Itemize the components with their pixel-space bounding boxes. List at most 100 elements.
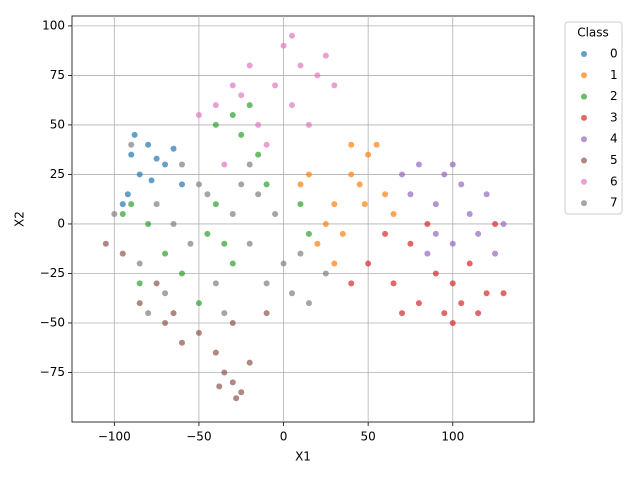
point (246, 102, 253, 109)
point (348, 141, 355, 148)
point (162, 161, 169, 168)
point (407, 240, 414, 247)
point (331, 201, 338, 208)
point (432, 270, 439, 277)
legend-marker (581, 51, 587, 57)
point (415, 300, 422, 307)
point (314, 72, 321, 79)
x-tick-label: −100 (98, 430, 131, 444)
point (297, 62, 304, 69)
point (136, 260, 143, 267)
point (500, 220, 507, 227)
point (365, 151, 372, 158)
point (195, 300, 202, 307)
legend-marker (581, 72, 587, 79)
point (145, 220, 152, 227)
point (331, 82, 338, 89)
point (229, 112, 236, 119)
legend-marker (581, 93, 587, 100)
legend-marker (581, 114, 587, 121)
point (195, 181, 202, 188)
point (339, 230, 346, 237)
point (399, 310, 405, 317)
point (119, 201, 126, 208)
legend-label: 3 (610, 110, 618, 124)
point (483, 290, 490, 297)
point (255, 121, 262, 128)
point (458, 181, 465, 188)
point (131, 131, 138, 138)
point (415, 161, 422, 168)
point (179, 161, 185, 168)
point (229, 319, 236, 326)
point (153, 155, 160, 162)
point (500, 290, 507, 297)
point (399, 171, 405, 178)
point (432, 201, 439, 208)
point (263, 280, 270, 287)
point (441, 171, 448, 178)
point (272, 211, 279, 218)
point (111, 211, 118, 218)
point (263, 181, 270, 188)
point (483, 191, 490, 198)
point (179, 181, 185, 188)
points (102, 32, 507, 402)
point (314, 240, 321, 247)
x-axis-label: X1 (295, 450, 311, 464)
point (305, 300, 312, 307)
point (229, 260, 236, 267)
point (212, 102, 219, 109)
point (263, 310, 270, 317)
legend-label: 4 (610, 132, 618, 146)
point (322, 270, 329, 277)
point (305, 121, 312, 128)
point (289, 290, 295, 297)
point (263, 141, 270, 148)
point (449, 161, 456, 168)
y-tick-label: −75 (40, 365, 65, 379)
legend-marker (581, 136, 587, 143)
point (255, 191, 262, 198)
y-axis-label: X2 (13, 211, 27, 227)
point (179, 339, 185, 346)
x-tick-label: 100 (441, 430, 464, 444)
point (195, 112, 202, 119)
point (297, 181, 304, 188)
point (212, 280, 219, 287)
point (128, 151, 135, 158)
point (246, 240, 253, 247)
point (424, 220, 431, 227)
point (466, 211, 473, 218)
legend-title: Class (577, 26, 609, 40)
x-tick-label: 50 (361, 430, 376, 444)
point (212, 121, 219, 128)
point (297, 250, 304, 257)
point (148, 177, 155, 184)
point (128, 141, 135, 148)
point (162, 290, 169, 297)
point (255, 151, 262, 158)
point (382, 191, 389, 198)
point (289, 32, 295, 39)
point (238, 92, 245, 99)
point (331, 260, 338, 267)
point (124, 191, 131, 198)
point (449, 280, 456, 287)
point (229, 211, 236, 218)
point (221, 161, 228, 168)
point (449, 319, 456, 326)
point (119, 250, 126, 257)
y-tick-label: −50 (40, 315, 65, 329)
point (322, 220, 329, 227)
legend-label: 1 (610, 68, 618, 82)
legend-label: 6 (610, 174, 618, 188)
point (365, 260, 372, 267)
point (136, 171, 143, 178)
legend-marker (581, 157, 587, 164)
point (361, 201, 368, 208)
point (432, 230, 439, 237)
point (128, 201, 135, 208)
plot-frame (71, 15, 535, 423)
point (221, 240, 228, 247)
